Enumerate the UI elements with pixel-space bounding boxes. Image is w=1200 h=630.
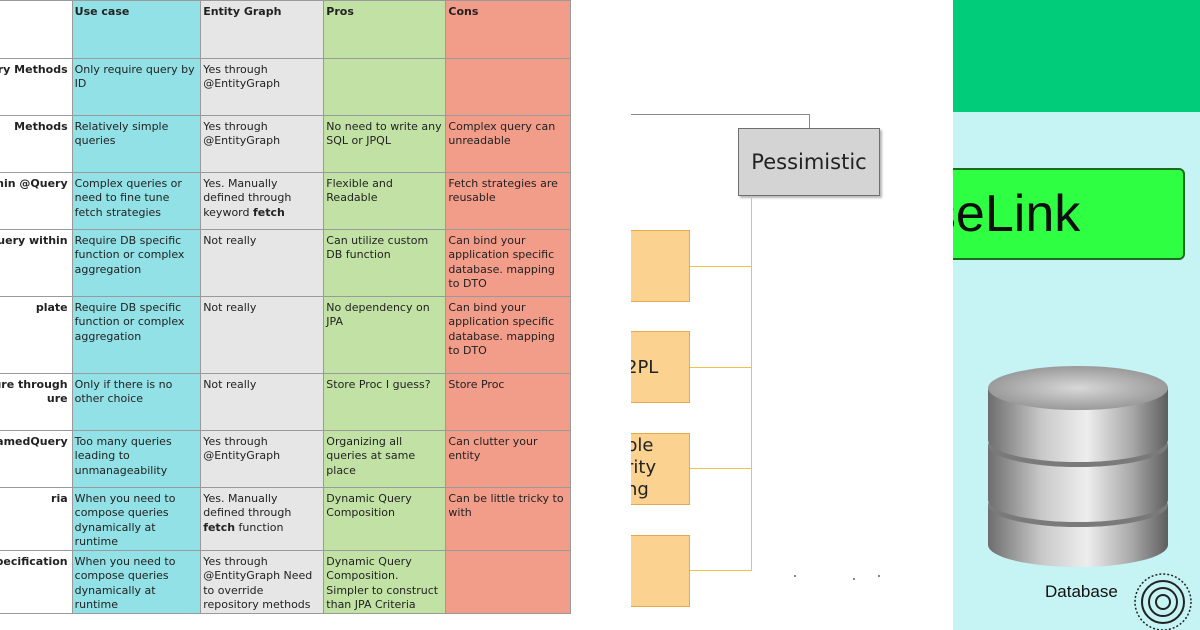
table-cell-pros: No dependency on JPA — [323, 296, 447, 374]
dot — [853, 578, 855, 580]
table-cell-method: NamedQuery — [0, 430, 73, 488]
table-cell-use-case: Relatively simple queries — [71, 115, 202, 173]
table-cell-cons: Store Proc — [445, 373, 571, 431]
option-box-simple: ple rity ng — [631, 433, 690, 505]
column-header: Use case — [71, 0, 202, 59]
table-cell-entity-graph: Yes through @EntityGraph — [200, 58, 325, 116]
table-cell-cons: Can bind your application specific datab… — [445, 296, 571, 374]
option-box-2pl: 2PL — [631, 331, 690, 403]
table-cell-pros: Organizing all queries at same place — [323, 430, 447, 488]
table-cell-pros: Dynamic Query Composition. Simpler to co… — [323, 550, 447, 614]
table-cell-entity-graph: Yes. Manually defined through keyword fe… — [200, 172, 325, 230]
table-cell-method: ria — [0, 487, 73, 551]
table-row: NamedQueryToo many queries leading to un… — [0, 430, 571, 488]
column-header: Pros — [323, 0, 447, 59]
table-cell-cons — [445, 550, 571, 614]
column-header: Cons — [445, 0, 571, 59]
table-row: ria When you need to compose queries dyna… — [0, 487, 571, 551]
eclipselink-box: pseLink — [953, 168, 1185, 260]
table-header-row: Use case Entity Graph Pros Cons — [0, 0, 571, 59]
dot — [794, 575, 796, 577]
column-header: Entity Graph — [200, 0, 325, 59]
table-cell-use-case: Too many queries leading to unmanageabil… — [71, 430, 202, 488]
option-box: l — [631, 535, 690, 607]
table-cell-pros: Can utilize custom DB function — [323, 229, 447, 297]
connector-line — [751, 196, 752, 570]
eclipselink-panel: pseLink Database — [953, 0, 1200, 630]
dot — [878, 575, 880, 577]
table-cell-use-case: Require DB specific function or complex … — [71, 229, 202, 297]
table-cell-method: Query Methods — [0, 58, 73, 116]
table-cell-cons: Can clutter your entity — [445, 430, 571, 488]
connector-line — [690, 468, 752, 469]
table-cell-use-case: When you need to compose queries dynamic… — [71, 487, 202, 551]
locking-diagram-panel: Pessimistic 2PL ple rity ng l — [631, 0, 953, 630]
table-cell-method: Query within — [0, 229, 73, 297]
table-cell-cons: Fetch strategies are reusable — [445, 172, 571, 230]
option-box-label: ple rity ng — [631, 435, 657, 500]
table-cell-entity-graph: Yes through @EntityGraph — [200, 430, 325, 488]
table-row: Methods Relatively simple queries Yes thro… — [0, 115, 571, 173]
database-cylinder-icon — [988, 366, 1168, 567]
table-cell-method: Procedure through ure — [0, 373, 73, 431]
option-box — [631, 230, 690, 302]
connector-line — [690, 570, 752, 571]
table-cell-entity-graph: Yes. Manually defined through fetch func… — [200, 487, 325, 551]
table-cell-use-case: Only if there is no other choice — [71, 373, 202, 431]
table-cell-pros: Flexible and Readable — [323, 172, 447, 230]
table-cell-pros: Store Proc I guess? — [323, 373, 447, 431]
column-header — [0, 0, 73, 59]
table-cell-entity-graph: Not really — [200, 373, 325, 431]
table-cell-entity-graph: Not really — [200, 229, 325, 297]
table-cell-method: ata Specification — [0, 550, 73, 614]
table-cell-cons: Can bind your application specific datab… — [445, 229, 571, 297]
table-cell-method: Methods — [0, 115, 73, 173]
table-cell-use-case: Complex queries or need to fine tune fet… — [71, 172, 202, 230]
header-band — [953, 0, 1200, 112]
eclipselink-title: pseLink — [953, 185, 1081, 243]
table-cell-use-case: When you need to compose queries dynamic… — [71, 550, 202, 614]
connector-line — [631, 114, 810, 115]
spiral-logo-icon — [1134, 573, 1192, 630]
table-cell-cons: Can be little tricky to with — [445, 487, 571, 551]
table-cell-entity-graph: Yes through @EntityGraph Need to overrid… — [200, 550, 325, 614]
table-cell-method: plate — [0, 296, 73, 374]
table-cell-pros — [323, 58, 447, 116]
connector-line — [690, 266, 752, 267]
option-box-label: 2PL — [631, 357, 659, 378]
table-cell-entity-graph: Not really — [200, 296, 325, 374]
pessimistic-box: Pessimistic — [738, 128, 880, 196]
table-row: ata SpecificationWhen you need to compos… — [0, 550, 571, 614]
table-cell-pros: Dynamic Query Composition — [323, 487, 447, 551]
table-cell-cons: Complex query can unreadable — [445, 115, 571, 173]
connector-line — [690, 367, 752, 368]
database-label: Database — [1045, 582, 1118, 601]
connector-line — [809, 114, 810, 129]
table-cell-method: within @Query — [0, 172, 73, 230]
table-cell-pros: No need to write any SQL or JPQL — [323, 115, 447, 173]
table-cell-entity-graph: Yes through @EntityGraph — [200, 115, 325, 173]
table-cell-use-case: Only require query by ID — [71, 58, 202, 116]
table-row: plate Require DB specific function or com… — [0, 296, 571, 374]
table-cell-use-case: Require DB specific function or complex … — [71, 296, 202, 374]
table-cell-cons — [445, 58, 571, 116]
